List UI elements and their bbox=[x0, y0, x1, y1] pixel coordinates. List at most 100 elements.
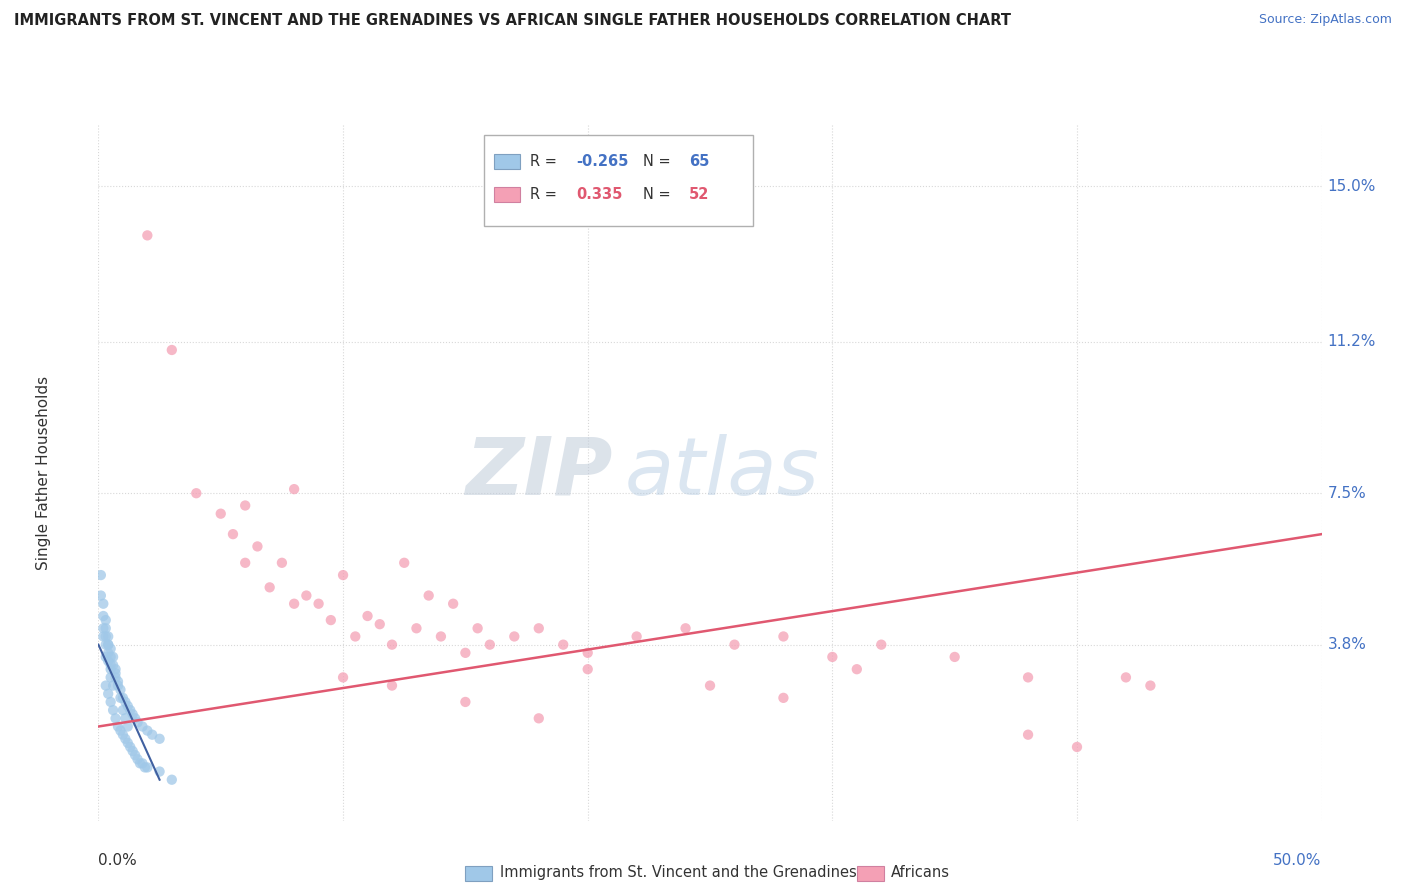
Text: Single Father Households: Single Father Households bbox=[37, 376, 51, 570]
Point bbox=[100, 649, 122, 664]
Point bbox=[91, 630, 114, 644]
Point bbox=[430, 630, 453, 644]
Bar bbox=[484, 136, 752, 226]
Point bbox=[454, 695, 477, 709]
Point bbox=[723, 638, 745, 652]
Point bbox=[478, 638, 501, 652]
Point bbox=[100, 670, 122, 684]
Point bbox=[117, 736, 139, 750]
Point bbox=[94, 613, 117, 627]
Point bbox=[186, 486, 208, 500]
Point bbox=[120, 703, 142, 717]
Point bbox=[97, 638, 120, 652]
Point bbox=[97, 638, 120, 652]
Point bbox=[772, 690, 794, 705]
Point bbox=[91, 621, 114, 635]
Point bbox=[368, 617, 391, 632]
Text: 0.0%: 0.0% bbox=[98, 854, 138, 869]
Point bbox=[233, 556, 256, 570]
Point bbox=[626, 630, 648, 644]
Point bbox=[104, 666, 127, 681]
Point bbox=[209, 507, 232, 521]
Point bbox=[821, 649, 844, 664]
Point bbox=[117, 719, 139, 733]
Point bbox=[1017, 670, 1039, 684]
Text: ZIP: ZIP bbox=[465, 434, 612, 512]
Text: IMMIGRANTS FROM ST. VINCENT AND THE GRENADINES VS AFRICAN SINGLE FATHER HOUSEHOL: IMMIGRANTS FROM ST. VINCENT AND THE GREN… bbox=[14, 13, 1011, 29]
Point bbox=[100, 662, 122, 676]
Text: Africans: Africans bbox=[891, 864, 950, 880]
Point bbox=[129, 756, 152, 771]
Point bbox=[117, 699, 139, 714]
Point bbox=[308, 597, 330, 611]
Point bbox=[295, 589, 318, 603]
Point bbox=[699, 679, 721, 693]
Bar bbox=[465, 866, 492, 881]
Point bbox=[121, 707, 143, 722]
Point bbox=[527, 711, 550, 725]
Bar bbox=[494, 186, 520, 202]
Point bbox=[100, 641, 122, 656]
Point bbox=[160, 772, 183, 787]
Point bbox=[845, 662, 868, 676]
Point bbox=[114, 695, 136, 709]
Point bbox=[134, 760, 156, 774]
Point bbox=[136, 723, 159, 738]
Point bbox=[356, 609, 378, 624]
Point bbox=[104, 662, 127, 676]
Point bbox=[553, 638, 575, 652]
Point bbox=[110, 690, 132, 705]
Point bbox=[101, 649, 124, 664]
Point bbox=[149, 764, 172, 779]
Text: 52: 52 bbox=[689, 187, 710, 202]
Text: 11.2%: 11.2% bbox=[1327, 334, 1376, 350]
Point bbox=[576, 662, 599, 676]
Point bbox=[97, 630, 120, 644]
Point bbox=[392, 556, 416, 570]
Point bbox=[104, 670, 127, 684]
Point bbox=[136, 228, 159, 243]
Point bbox=[124, 748, 146, 763]
Point bbox=[136, 760, 159, 774]
Point bbox=[94, 649, 117, 664]
Point bbox=[94, 679, 117, 693]
Point bbox=[381, 638, 404, 652]
Point bbox=[110, 682, 132, 697]
Text: atlas: atlas bbox=[624, 434, 820, 512]
Text: R =: R = bbox=[530, 154, 562, 169]
Point bbox=[90, 589, 112, 603]
Point bbox=[97, 687, 120, 701]
Point bbox=[110, 723, 132, 738]
Point bbox=[246, 540, 269, 554]
Point bbox=[1139, 679, 1161, 693]
Point bbox=[467, 621, 489, 635]
Point bbox=[233, 499, 256, 513]
Point bbox=[149, 731, 172, 746]
Text: Source: ZipAtlas.com: Source: ZipAtlas.com bbox=[1258, 13, 1392, 27]
Text: 0.335: 0.335 bbox=[576, 187, 623, 202]
Text: 15.0%: 15.0% bbox=[1327, 178, 1376, 194]
Point bbox=[283, 597, 305, 611]
Point bbox=[101, 658, 124, 673]
Point bbox=[141, 728, 163, 742]
Point bbox=[259, 580, 281, 594]
Point bbox=[503, 630, 526, 644]
Point bbox=[870, 638, 893, 652]
Text: R =: R = bbox=[530, 187, 567, 202]
Text: 50.0%: 50.0% bbox=[1274, 854, 1322, 869]
Text: N =: N = bbox=[643, 154, 675, 169]
Point bbox=[527, 621, 550, 635]
Point bbox=[91, 609, 114, 624]
Point bbox=[332, 670, 354, 684]
Point bbox=[222, 527, 245, 541]
Point bbox=[131, 719, 153, 733]
Text: -0.265: -0.265 bbox=[576, 154, 628, 169]
Point bbox=[344, 630, 367, 644]
Point bbox=[91, 597, 114, 611]
Bar bbox=[494, 154, 520, 169]
Point bbox=[114, 711, 136, 725]
Point bbox=[120, 739, 142, 754]
Point bbox=[1017, 728, 1039, 742]
Point bbox=[107, 674, 129, 689]
Point bbox=[121, 744, 143, 758]
